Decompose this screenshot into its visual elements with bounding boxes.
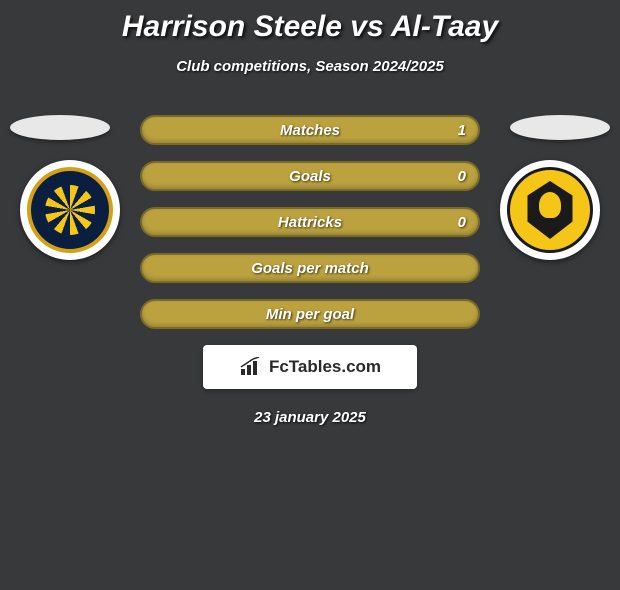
subtitle: Club competitions, Season 2024/2025: [0, 58, 620, 75]
page-title: Harrison Steele vs Al-Taay: [0, 10, 620, 44]
stat-value-right: 1: [458, 122, 466, 139]
player-oval-right: [510, 115, 610, 140]
fctables-logo[interactable]: FcTables.com: [203, 345, 417, 389]
stat-value-right: 0: [458, 214, 466, 231]
team-badge-right: [500, 160, 600, 260]
stat-label: Goals: [289, 168, 331, 185]
stat-row-matches: Matches 1: [140, 115, 480, 145]
stat-row-gpm: Goals per match: [140, 253, 480, 283]
logo-text: FcTables.com: [269, 357, 381, 377]
stat-row-mpg: Min per goal: [140, 299, 480, 329]
date-text: 23 january 2025: [0, 409, 620, 426]
chart-icon: [239, 357, 263, 377]
stat-label: Goals per match: [251, 260, 369, 277]
stat-row-goals: Goals 0: [140, 161, 480, 191]
player-oval-left: [10, 115, 110, 140]
stat-bars: Matches 1 Goals 0 Hattricks 0 Goals per …: [140, 115, 480, 329]
stat-label: Hattricks: [278, 214, 342, 231]
stat-label: Min per goal: [266, 306, 354, 323]
phoenix-badge-icon: [507, 167, 593, 253]
stats-area: Matches 1 Goals 0 Hattricks 0 Goals per …: [0, 115, 620, 329]
stat-row-hattricks: Hattricks 0: [140, 207, 480, 237]
stat-label: Matches: [280, 122, 340, 139]
stat-value-right: 0: [458, 168, 466, 185]
mariners-badge-icon: [27, 167, 113, 253]
team-badge-left: [20, 160, 120, 260]
